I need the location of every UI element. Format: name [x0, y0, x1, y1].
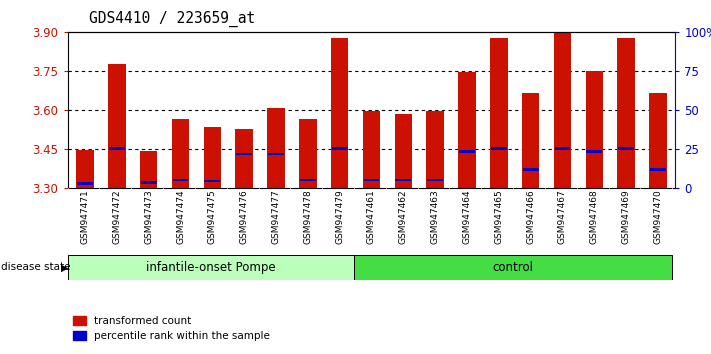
- Bar: [205, 180, 220, 182]
- Bar: [173, 178, 188, 181]
- Text: GSM947479: GSM947479: [335, 190, 344, 244]
- Bar: [354, 255, 673, 280]
- Text: GSM947478: GSM947478: [304, 190, 312, 244]
- Bar: [619, 147, 634, 150]
- Text: GSM947477: GSM947477: [272, 190, 281, 244]
- Bar: [587, 150, 602, 153]
- Text: GSM947475: GSM947475: [208, 190, 217, 244]
- Bar: [427, 178, 443, 181]
- Bar: [267, 108, 285, 188]
- Text: GSM947462: GSM947462: [399, 190, 408, 244]
- Bar: [76, 150, 94, 188]
- Text: GSM947461: GSM947461: [367, 190, 376, 244]
- Text: GSM947469: GSM947469: [621, 190, 631, 244]
- Text: infantile-onset Pompe: infantile-onset Pompe: [146, 261, 276, 274]
- Legend: transformed count, percentile rank within the sample: transformed count, percentile rank withi…: [69, 312, 274, 345]
- Text: disease state: disease state: [1, 262, 70, 272]
- Bar: [459, 150, 475, 153]
- Bar: [523, 168, 538, 171]
- Text: GSM947470: GSM947470: [653, 190, 663, 244]
- Text: GSM947467: GSM947467: [558, 190, 567, 244]
- Bar: [395, 114, 412, 188]
- Bar: [299, 119, 316, 188]
- Bar: [140, 151, 157, 188]
- Bar: [650, 168, 665, 171]
- Bar: [236, 153, 252, 155]
- Bar: [363, 178, 380, 181]
- Text: GSM947476: GSM947476: [240, 190, 249, 244]
- Text: GSM947472: GSM947472: [112, 190, 122, 244]
- Bar: [522, 93, 540, 188]
- Bar: [300, 178, 316, 181]
- Text: GSM947471: GSM947471: [80, 190, 90, 244]
- Text: GSM947468: GSM947468: [590, 190, 599, 244]
- Text: GSM947473: GSM947473: [144, 190, 153, 244]
- Bar: [554, 33, 571, 188]
- Bar: [555, 147, 570, 150]
- Text: GSM947463: GSM947463: [431, 190, 439, 244]
- Bar: [235, 129, 253, 188]
- Text: GDS4410 / 223659_at: GDS4410 / 223659_at: [89, 11, 255, 27]
- Bar: [332, 147, 348, 150]
- Bar: [268, 153, 284, 155]
- Bar: [77, 182, 93, 185]
- Bar: [617, 38, 635, 188]
- Text: GSM947464: GSM947464: [462, 190, 471, 244]
- Bar: [490, 38, 508, 188]
- Bar: [363, 111, 380, 188]
- Bar: [331, 38, 348, 188]
- Text: GSM947466: GSM947466: [526, 190, 535, 244]
- Bar: [427, 111, 444, 188]
- Bar: [649, 93, 667, 188]
- Text: control: control: [493, 261, 534, 274]
- Bar: [586, 71, 603, 188]
- Bar: [172, 119, 189, 188]
- Bar: [141, 181, 156, 184]
- Bar: [395, 178, 411, 181]
- Bar: [458, 72, 476, 188]
- Bar: [109, 147, 124, 150]
- Bar: [491, 147, 507, 150]
- Bar: [203, 127, 221, 188]
- Text: GSM947465: GSM947465: [494, 190, 503, 244]
- Text: GSM947474: GSM947474: [176, 190, 185, 244]
- Text: ▶: ▶: [61, 262, 69, 272]
- Bar: [68, 255, 354, 280]
- Bar: [108, 64, 126, 188]
